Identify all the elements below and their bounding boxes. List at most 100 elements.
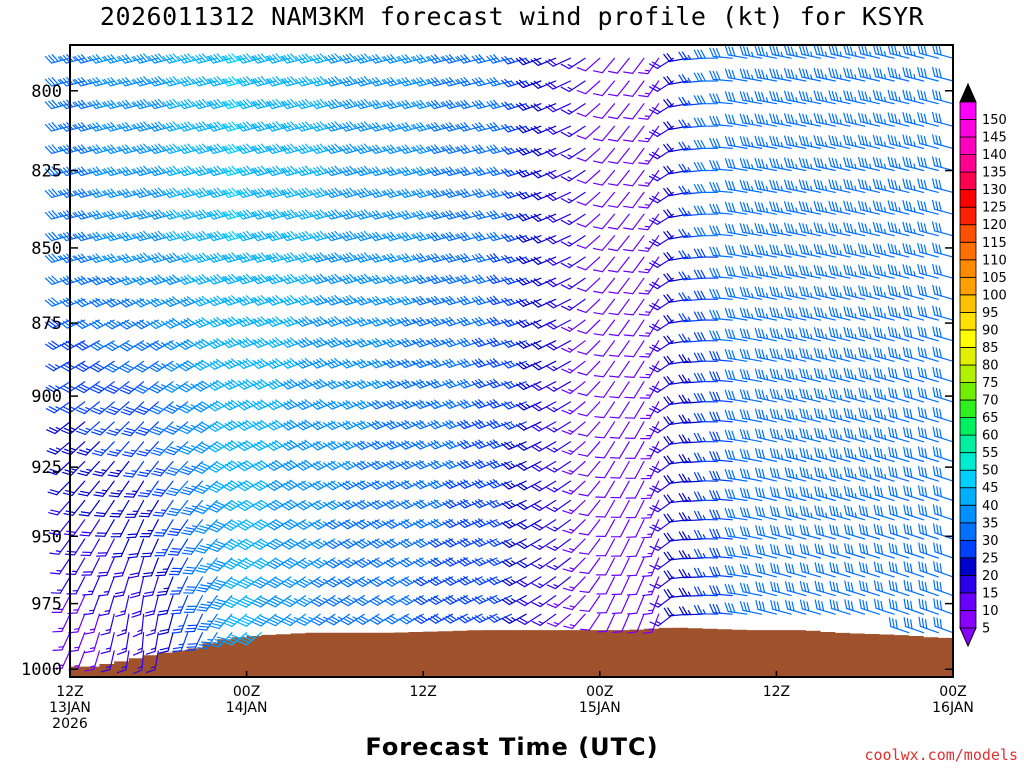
wind-barb (609, 381, 630, 399)
wind-barb (814, 562, 836, 578)
wind-barb (623, 169, 645, 187)
wind-barb (250, 273, 277, 285)
wind-barb (770, 581, 792, 597)
colorbar-label: 50 (982, 464, 999, 479)
wind-barb (145, 613, 159, 637)
wind-barb (799, 327, 822, 342)
wind-barb (62, 480, 86, 496)
wind-barb (932, 406, 954, 423)
wind-barb (309, 295, 336, 306)
wind-barb (663, 53, 689, 63)
wind-barb (813, 347, 836, 362)
colorbar-label: 20 (982, 569, 999, 584)
wind-barb (45, 381, 71, 393)
wind-barb (561, 340, 586, 353)
wind-barb (693, 548, 719, 559)
wind-barb (354, 460, 380, 471)
wind-barb (857, 178, 881, 193)
wind-barb (709, 470, 733, 482)
wind-barb (608, 340, 630, 357)
wind-barb (339, 440, 365, 451)
wind-barb (709, 547, 733, 559)
wind-barb (76, 441, 101, 456)
wind-barb (798, 265, 822, 279)
wind-barb (156, 576, 174, 597)
wind-barb (183, 594, 203, 614)
colorbar-swatch (959, 189, 977, 208)
wind-barb (813, 200, 836, 215)
wind-barb (933, 579, 954, 597)
wind-barb (104, 340, 130, 352)
wind-barb (151, 460, 174, 477)
wind-barb (221, 76, 248, 87)
wind-barb (427, 518, 454, 529)
wind-barb (265, 53, 292, 64)
wind-barb (82, 576, 101, 596)
colorbar-label: 60 (982, 429, 999, 444)
wind-barb (888, 387, 910, 403)
wind-barb (594, 421, 616, 439)
wind-barb (471, 399, 498, 409)
wind-barb (457, 479, 483, 489)
wind-barb (398, 317, 424, 327)
wind-barb (903, 466, 925, 482)
wind-barb (92, 460, 115, 477)
wind-barb (324, 230, 351, 242)
wind-barb (236, 316, 262, 327)
wind-barb (515, 191, 542, 200)
wind-barb (471, 498, 498, 509)
wind-barb (195, 538, 218, 554)
wind-barb (221, 337, 248, 349)
wind-barb (663, 121, 689, 131)
wind-barb (501, 123, 527, 133)
wind-barb (209, 632, 233, 648)
wind-barb (442, 99, 468, 110)
wind-barb (754, 388, 778, 403)
wind-barb (799, 388, 822, 403)
wind-barb (648, 147, 675, 160)
x-tick-label: 12Z (56, 684, 83, 700)
wind-barb (828, 306, 851, 321)
wind-barb (171, 632, 189, 653)
wind-barb (769, 467, 792, 482)
wind-barb (515, 460, 542, 471)
wind-barb (918, 579, 939, 597)
wind-barb (754, 467, 778, 482)
wind-barb (813, 179, 836, 193)
wind-barb (625, 441, 645, 459)
wind-barb (784, 428, 807, 443)
wind-barb (593, 340, 616, 357)
wind-barb (724, 429, 748, 443)
wind-barb (168, 557, 189, 576)
wind-barb (693, 604, 719, 615)
wind-barb (561, 441, 586, 455)
wind-barb (236, 337, 262, 349)
wind-barb (545, 340, 572, 351)
wind-barb (577, 441, 601, 457)
wind-barb (857, 112, 881, 127)
wind-barb (576, 57, 601, 72)
wind-barb (872, 243, 895, 258)
wind-barb (709, 490, 733, 502)
wind-barb (486, 210, 513, 220)
wind-barb (593, 360, 616, 378)
wind-barb (739, 525, 763, 540)
wind-barb (769, 447, 792, 463)
wind-barb (857, 243, 881, 258)
wind-barb (917, 326, 939, 342)
wind-barb (560, 80, 586, 93)
wind-barb (237, 594, 262, 608)
wind-barb (144, 594, 159, 617)
wind-barb (222, 594, 248, 609)
wind-barb (724, 136, 748, 149)
wind-barb (843, 264, 866, 279)
wind-barb (641, 499, 660, 519)
wind-barb (501, 297, 527, 306)
wind-barb (46, 441, 71, 455)
wind-barb (236, 252, 262, 263)
wind-barb (902, 178, 925, 193)
wind-barb (814, 505, 836, 521)
wind-barb (887, 134, 910, 149)
wind-barb (136, 441, 159, 457)
wind-barb (209, 613, 233, 630)
